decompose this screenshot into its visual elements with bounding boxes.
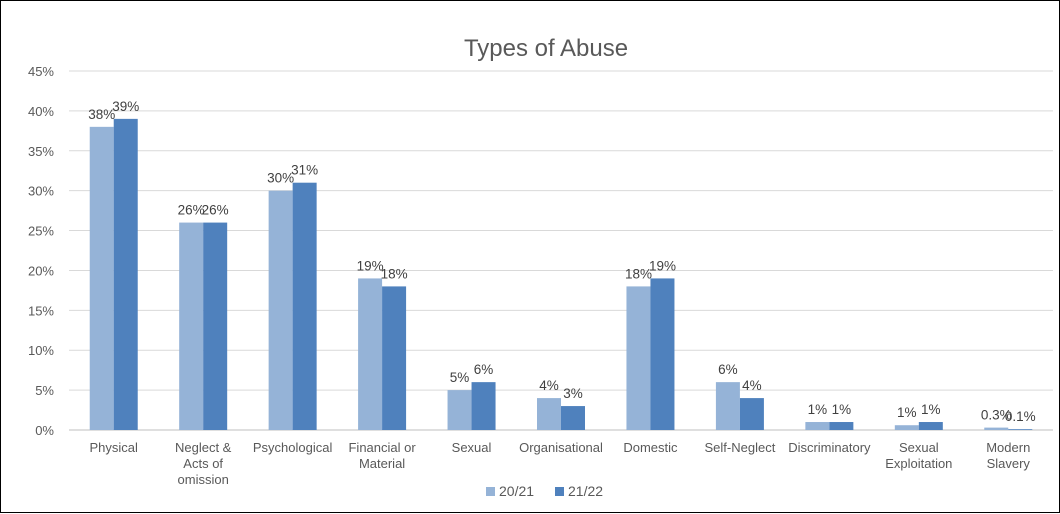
x-axis-labels: Physical Neglect & Acts of omission Psycholo… (90, 440, 1031, 487)
x-tick-label-line: Sexual (452, 440, 492, 455)
data-label: 0.1% (1005, 409, 1036, 424)
x-tick-label-line: Physical (90, 440, 139, 455)
bar-21-22 (471, 382, 496, 430)
legend-swatch-21-22 (555, 487, 564, 496)
bar-21-22 (829, 422, 854, 430)
x-tick-label: Self-Neglect (705, 440, 776, 455)
data-label: 26% (202, 203, 229, 218)
x-tick-label: Psychological (253, 440, 333, 455)
x-tick-label: Domestic (623, 440, 678, 455)
x-tick-label-line: omission (178, 472, 229, 487)
data-label: 1% (897, 405, 917, 420)
data-label: 19% (357, 258, 384, 273)
data-label: 18% (381, 266, 408, 281)
bar-20-21 (984, 427, 1009, 430)
bar-21-22 (292, 182, 317, 430)
y-tick-label: 40% (28, 104, 54, 119)
x-tick-label-line: Material (359, 456, 405, 471)
x-tick-label-line: Exploitation (885, 456, 952, 471)
x-tick-label: Neglect & Acts of omission (175, 440, 232, 487)
x-tick-label-line: Organisational (519, 440, 603, 455)
data-label: 5% (450, 370, 470, 385)
x-tick-label-line: Acts of (183, 456, 223, 471)
data-label: 18% (625, 266, 652, 281)
data-label: 26% (178, 203, 205, 218)
x-tick-label-line: Sexual (899, 440, 939, 455)
x-tick-label: Financial or Material (348, 440, 416, 471)
data-label: 4% (742, 378, 762, 393)
data-label: 3% (563, 386, 583, 401)
x-tick-label-line: Modern (986, 440, 1030, 455)
y-axis-ticks: 0% 5% 10% 15% 20% 25% 30% 35% 40% 45% (28, 64, 54, 438)
legend-swatch-20-21 (486, 487, 495, 496)
bar-21-22 (203, 222, 228, 430)
legend: 20/21 21/22 (486, 483, 603, 499)
bar-21-22 (918, 422, 943, 430)
bar-21-22 (113, 118, 138, 430)
y-tick-label: 45% (28, 64, 54, 79)
gridlines (69, 70, 1053, 431)
y-tick-label: 5% (35, 383, 54, 398)
bar-21-22 (561, 406, 585, 430)
data-label: 1% (808, 402, 828, 417)
x-tick-label-line: Discriminatory (788, 440, 871, 455)
legend-label: 20/21 (499, 483, 534, 499)
bar-20-21 (268, 190, 293, 430)
legend-label: 21/22 (568, 483, 603, 499)
bar-21-22 (382, 286, 407, 430)
x-tick-label-line: Self-Neglect (705, 440, 776, 455)
data-label: 31% (291, 163, 318, 178)
bar-20-21 (626, 286, 651, 430)
x-tick-label: Organisational (519, 440, 603, 455)
data-label: 6% (474, 362, 494, 377)
y-tick-label: 10% (28, 343, 54, 358)
x-tick-label: Sexual Exploitation (885, 440, 952, 471)
y-tick-label: 15% (28, 303, 54, 318)
data-label: 1% (832, 402, 852, 417)
y-tick-label: 0% (35, 423, 54, 438)
data-label: 4% (539, 378, 559, 393)
y-tick-label: 25% (28, 224, 54, 239)
x-tick-label-line: Domestic (623, 440, 678, 455)
bar-21-22 (1008, 429, 1033, 430)
bar-20-21 (179, 222, 204, 430)
data-label: 39% (112, 99, 139, 114)
y-tick-label: 35% (28, 144, 54, 159)
data-label: 19% (649, 258, 676, 273)
data-label: 6% (718, 362, 738, 377)
bar-20-21 (447, 390, 472, 430)
x-tick-label-line: Psychological (253, 440, 333, 455)
data-labels: 38%39%26%26%30%31%19%18%5%6%4%3%18%19%6%… (88, 99, 1035, 424)
bar-20-21 (894, 425, 919, 430)
x-tick-label: Sexual (452, 440, 492, 455)
bar-20-21 (358, 278, 383, 430)
x-tick-label-line: Financial or (348, 440, 416, 455)
data-label: 0.3% (981, 408, 1012, 423)
bar-21-22 (739, 398, 764, 430)
data-label: 1% (921, 402, 941, 417)
chart-title: Types of Abuse (464, 35, 628, 62)
x-tick-label: Modern Slavery (986, 440, 1030, 471)
x-tick-label-line: Slavery (987, 456, 1031, 471)
bar-20-21 (89, 126, 114, 430)
bar-20-21 (805, 422, 830, 430)
bar-21-22 (650, 278, 675, 430)
y-tick-label: 30% (28, 184, 54, 199)
bar-20-21 (715, 382, 740, 430)
x-tick-label: Physical (90, 440, 139, 455)
data-label: 30% (267, 171, 294, 186)
x-tick-label: Discriminatory (788, 440, 871, 455)
y-tick-label: 20% (28, 263, 54, 278)
bars (89, 118, 1033, 430)
x-tick-label-line: Neglect & (175, 440, 232, 455)
data-label: 38% (88, 107, 115, 122)
bar-20-21 (537, 398, 561, 430)
